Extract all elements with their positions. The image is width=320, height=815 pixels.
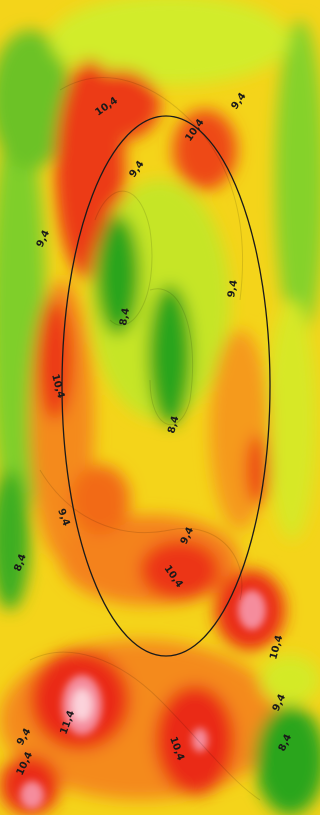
study-area-outline (61, 115, 271, 657)
region-red-lower (140, 540, 220, 600)
contour-label: 8,4 (118, 307, 132, 326)
region-red-top-right (173, 110, 237, 190)
region-red-left (37, 300, 73, 420)
region-top-yellow (50, 0, 290, 85)
region-yellow-bottom-right (260, 655, 320, 705)
contour-line (29, 651, 261, 801)
contour-line (59, 77, 243, 301)
contour-line (94, 190, 153, 326)
contour-label: 8,4 (166, 415, 181, 435)
region-inner-green-2 (148, 285, 192, 425)
region-red-right (246, 435, 270, 505)
region-right-yellow (267, 300, 317, 540)
hotspots (20, 590, 266, 809)
region-right-green (275, 20, 320, 340)
hotspot-corner (20, 781, 44, 809)
region-red-top (80, 70, 160, 140)
hotspot-mid-bottom (192, 728, 208, 752)
hotspot-right (238, 590, 266, 630)
contour-lines (29, 77, 261, 801)
hotspot-bottom-left-core (72, 689, 92, 721)
contour-line (149, 288, 194, 426)
contour-label: 9,4 (226, 279, 240, 298)
contour-line (39, 469, 243, 601)
region-orange-mid (70, 465, 130, 535)
region-top-left-green (0, 30, 70, 170)
region-inner-green (96, 215, 140, 335)
region-green-left-lower (0, 470, 30, 610)
region-green-bottom-right (255, 705, 320, 815)
